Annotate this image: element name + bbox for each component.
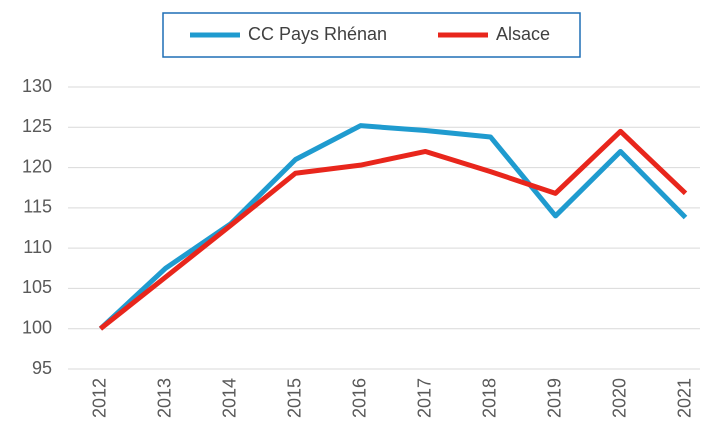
x-tick-label: 2021 [674,378,694,418]
x-tick-label: 2015 [284,378,304,418]
x-tick-label: 2020 [609,378,629,418]
y-tick-label: 110 [23,237,52,257]
y-tick-label: 115 [23,197,52,217]
x-tick-label: 2013 [154,378,174,418]
data-line [98,128,688,331]
x-tick-label: 2019 [544,378,564,418]
y-tick-label: 130 [22,76,52,96]
x-tick-label: 2014 [219,378,239,418]
x-tick-label: 2018 [479,378,499,418]
y-tick-label: 120 [22,156,52,176]
legend-label: CC Pays Rhénan [248,24,387,44]
x-tick-label: 2017 [414,378,434,418]
y-tick-label: 105 [22,277,52,297]
y-tick-label: 95 [32,358,52,378]
y-tick-label: 125 [22,116,52,136]
x-tick-label: 2016 [349,378,369,418]
data-line [98,123,688,331]
legend-label: Alsace [496,24,550,44]
y-tick-label: 100 [22,317,52,337]
x-tick-label: 2012 [89,378,109,418]
